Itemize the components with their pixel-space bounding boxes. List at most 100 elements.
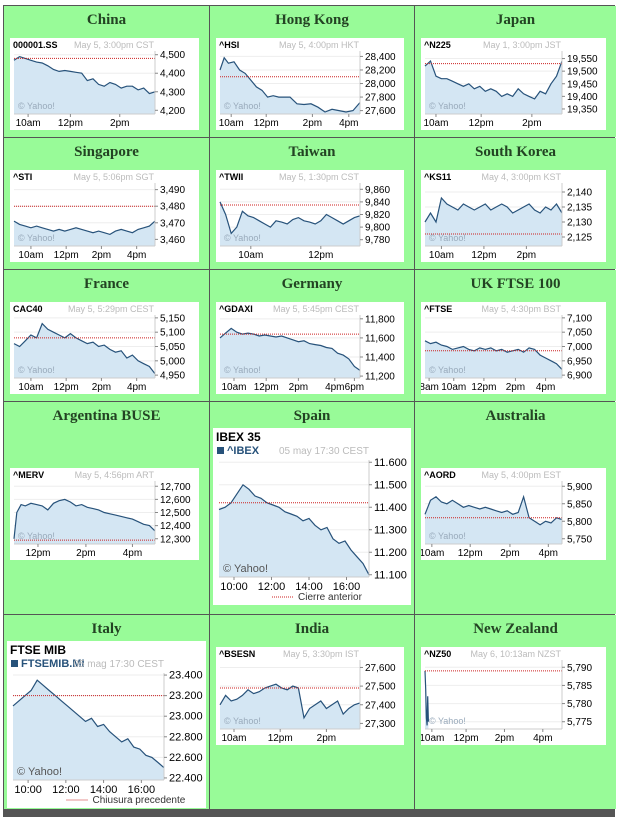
chart-box[interactable]: ^NZ50 May 6, 10:13am NZST 5,790 5,785 5,780 5… <box>421 647 606 745</box>
y-tick-label: 23.200 <box>169 690 203 702</box>
chart-timestamp: May 5, 4:00pm EST <box>481 470 561 480</box>
yahoo-watermark: © Yahoo! <box>18 233 55 243</box>
yahoo-watermark: © Yahoo! <box>223 563 268 575</box>
x-tick-label: 2pm <box>303 118 322 129</box>
chart-svg: ^N225 May 1, 3:00pm JST 19,550 19,50019,450… <box>423 40 598 129</box>
x-tick-label: 10am <box>18 382 43 393</box>
y-tick-label: 9,840 <box>365 197 390 208</box>
market-cell: New Zealand ^NZ50 May 6, 10:13am NZST 5,790… <box>415 615 616 809</box>
x-tick-label: 2pm <box>500 548 519 559</box>
chart-timestamp: May 5, 5:45pm CEST <box>273 304 360 314</box>
market-cell: Germany ^GDAXI May 5, 5:45pm CEST 11,800 11,… <box>210 270 414 401</box>
x-tick-label: 10:00 <box>220 581 248 593</box>
yahoo-watermark: © Yahoo! <box>18 101 55 111</box>
y-tick-label: 5,775 <box>567 717 592 728</box>
chart-box[interactable]: CAC40 May 5, 5:29pm CEST 5,150 5,100 5,050 5,… <box>10 302 199 394</box>
x-tick-label: 12pm <box>58 118 83 129</box>
x-tick-label: 2pm <box>517 250 536 261</box>
series-line <box>424 670 429 726</box>
chart-svg: 000001.SS May 5, 3:00pm CST 4,500 4,400 4,30… <box>13 40 185 129</box>
chart-svg: ^MERV May 5, 4:56pm ART 12,700 12,600 12,500… <box>13 470 191 559</box>
chart-box[interactable]: ^N225 May 1, 3:00pm JST 19,550 19,500 19,450… <box>421 38 606 130</box>
market-title: Singapore <box>74 144 139 160</box>
y-tick-label: 9,860 <box>365 185 390 196</box>
market-title: Australia <box>485 408 546 424</box>
series-swatch <box>11 660 18 667</box>
x-tick-label: 2pm <box>289 382 308 393</box>
y-tick-label: 5,900 <box>567 482 592 493</box>
x-tick-label: 2pm <box>317 733 336 744</box>
x-tick-label: 4pm <box>536 382 555 393</box>
y-tick-label: 3,470 <box>160 218 185 229</box>
market-cell: China 000001.SS May 5, 3:00pm CST 4,500 4,40… <box>4 6 209 137</box>
x-tick-label: 14:00 <box>90 784 118 796</box>
x-tick-label: 2pm <box>522 118 541 129</box>
x-tick-label: 16:00 <box>333 581 361 593</box>
chart-timestamp: May 5, 3:00pm CST <box>74 40 155 50</box>
chart-box[interactable]: ^KS11 May 4, 3:00pm KST 2,140 2,135 2,130 2,1… <box>421 170 606 262</box>
x-tick-label: 10am <box>18 250 43 261</box>
series-area <box>220 328 360 378</box>
chart-timestamp: May 5, 5:29pm CEST <box>68 304 155 314</box>
market-grid: China 000001.SS May 5, 3:00pm CST 4,500 4,40… <box>3 5 616 817</box>
chart-symbol: ^KS11 <box>424 172 451 182</box>
market-title: Germany <box>281 276 343 292</box>
chart-box[interactable]: ^TWII May 5, 1:30pm CST 9,860 9,840 9,820 9,8… <box>216 170 404 262</box>
market-title: Japan <box>495 12 536 28</box>
y-tick-label: 12,500 <box>160 508 191 519</box>
x-tick-label: 12pm <box>54 250 79 261</box>
chart-box[interactable]: ^GDAXI May 5, 5:45pm CEST 11,800 11,600 11,4… <box>216 302 404 394</box>
chart-box[interactable]: ^BSESN May 5, 3:30pm IST 27,600 27,500 27,40… <box>216 647 404 745</box>
series-area <box>220 57 360 114</box>
chart-box[interactable]: 000001.SS May 5, 3:00pm CST 4,500 4,400 4,30… <box>10 38 199 130</box>
chart-box[interactable]: ^FTSE May 5, 4:30pm BST 7,100 7,050 7,000 6,9… <box>421 302 606 394</box>
chart-timestamp: May 5, 3:30pm IST <box>283 649 360 659</box>
x-tick-label: 8am <box>421 382 439 393</box>
chart-box[interactable]: ^MERV May 5, 4:56pm ART 12,700 12,600 12,500… <box>10 468 199 560</box>
y-tick-label: 5,790 <box>567 663 592 674</box>
x-tick-label: 12:00 <box>258 581 286 593</box>
x-tick-label: 12pm <box>471 250 496 261</box>
chart-timestamp: May 6, 10:13am NZST <box>470 649 561 659</box>
y-tick-label: 5,785 <box>567 681 592 692</box>
x-tick-label: 10am <box>421 548 444 559</box>
market-cell: Hong Kong ^HSI May 5, 4:00pm HKT 28,400 28,2… <box>210 6 414 137</box>
series-swatch <box>217 447 224 454</box>
chart-box[interactable]: IBEX 35 ^IBEX 05 may 17:30 CEST 11.600 11.50… <box>213 428 411 605</box>
market-title: France <box>84 276 129 292</box>
y-tick-label: 27,600 <box>365 106 396 117</box>
y-tick-label: 3,480 <box>160 202 185 213</box>
yahoo-watermark: © Yahoo! <box>17 766 62 778</box>
y-tick-label: 4,200 <box>160 106 185 117</box>
y-tick-label: 12,400 <box>160 521 191 532</box>
x-tick-label: 12pm <box>308 250 333 261</box>
chart-heading: IBEX 35 <box>216 430 261 444</box>
chart-box[interactable]: ^AORD May 5, 4:00pm EST 5,900 5,850 5,800 5,7… <box>421 468 606 560</box>
y-tick-label: 22.600 <box>169 752 203 764</box>
chart-box[interactable]: FTSE MIB FTSEMIB.MI 05 mag 17:30 CEST 23.40… <box>7 641 206 808</box>
x-tick-label: 12pm <box>54 382 79 393</box>
y-tick-label: 2,130 <box>567 218 592 229</box>
x-tick-label: 2pm <box>92 250 111 261</box>
chart-symbol: 000001.SS <box>13 40 58 50</box>
y-tick-label: 2,125 <box>567 233 592 244</box>
y-tick-label: 4,300 <box>160 87 185 98</box>
yahoo-watermark: © Yahoo! <box>224 365 261 375</box>
y-tick-label: 27,800 <box>365 93 396 104</box>
chart-svg: IBEX 35^IBEX 05 may 17:30 CEST 11.600 11.50… <box>216 430 407 603</box>
y-tick-label: 5,750 <box>567 534 592 545</box>
chart-box[interactable]: ^HSI May 5, 4:00pm HKT 28,400 28,200 28,000 2… <box>216 38 404 130</box>
chart-timestamp: 05 may 17:30 CEST <box>279 446 369 457</box>
y-tick-label: 19,550 <box>567 54 598 65</box>
x-tick-label: 6pm <box>345 382 364 393</box>
y-tick-label: 12,300 <box>160 534 191 545</box>
y-tick-label: 2,135 <box>567 203 592 214</box>
chart-box[interactable]: ^STI May 5, 5:06pm SGT 3,490 3,480 3,470 3,46… <box>10 170 199 262</box>
x-tick-label: 10:00 <box>14 784 42 796</box>
x-tick-label: 16:00 <box>128 784 156 796</box>
x-tick-label: 14:00 <box>295 581 323 593</box>
x-tick-label: 2pm <box>110 118 129 129</box>
y-tick-label: 11,600 <box>365 333 395 344</box>
x-tick-label: 12pm <box>471 382 496 393</box>
series-area <box>220 684 360 729</box>
